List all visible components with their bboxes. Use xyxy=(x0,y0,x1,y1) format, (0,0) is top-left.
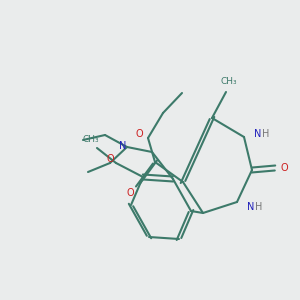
Text: N: N xyxy=(247,202,254,212)
Text: N: N xyxy=(254,129,261,139)
Text: O: O xyxy=(135,129,143,139)
Text: O: O xyxy=(280,163,288,173)
Text: H: H xyxy=(262,129,269,139)
Text: N: N xyxy=(119,141,127,151)
Text: CH₃: CH₃ xyxy=(221,77,237,86)
Text: CH₃: CH₃ xyxy=(83,136,99,145)
Text: O: O xyxy=(126,188,134,198)
Text: O: O xyxy=(106,154,114,164)
Text: H: H xyxy=(255,202,262,212)
